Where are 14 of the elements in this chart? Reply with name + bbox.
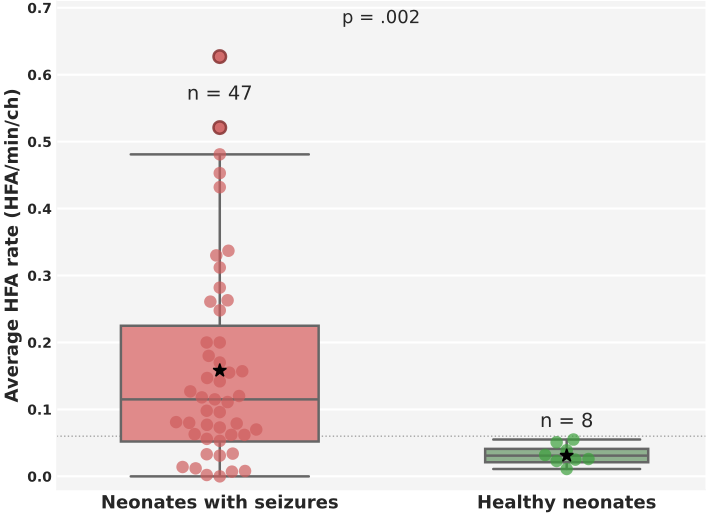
- y-tick-label: 0.7: [28, 2, 51, 14]
- y-tick-label: 0.2: [28, 337, 51, 348]
- annotation: p = .002: [344, 10, 418, 27]
- y-axis-title: Average HFA rate (HFA/min/ch): [4, 90, 22, 402]
- x-tick-label: Healthy neonates: [478, 494, 656, 512]
- y-tick-label: 0.5: [28, 136, 51, 148]
- y-tick-label: 0.6: [28, 70, 52, 80]
- y-tick-label: 0.3: [28, 270, 51, 281]
- y-tick-label: 0.0: [28, 471, 52, 482]
- annotation: n = 8: [542, 412, 592, 428]
- y-tick-label: 0.4: [28, 204, 52, 214]
- annotation: n = 47: [188, 85, 251, 100]
- x-tick-label: Neonates with seizures: [102, 494, 338, 509]
- y-tick-label: 0.1: [28, 404, 51, 415]
